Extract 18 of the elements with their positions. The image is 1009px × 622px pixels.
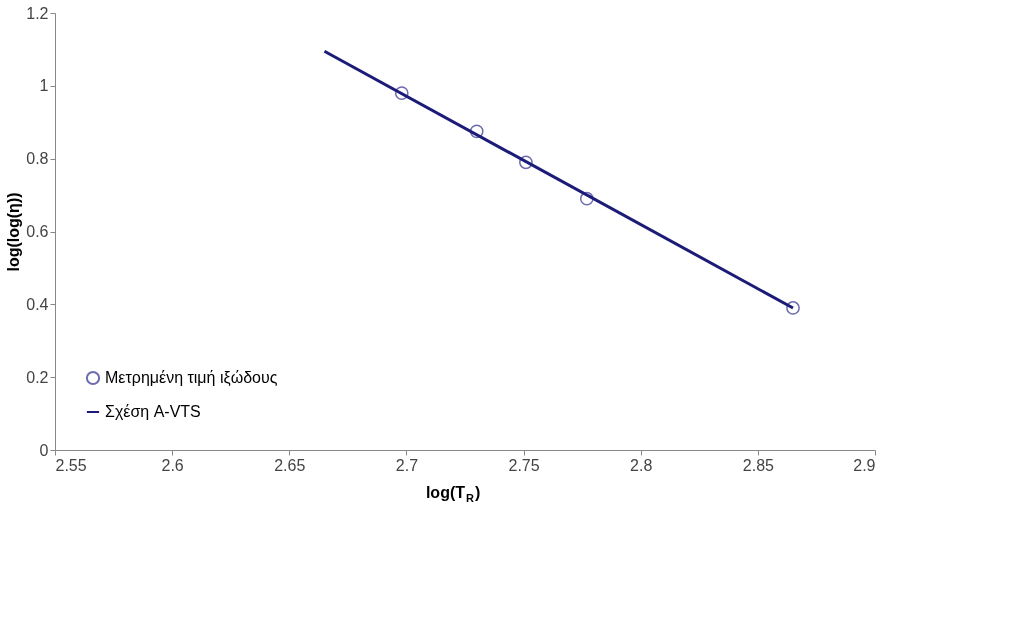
x-tick-label: 2.55 [55,456,87,474]
x-tick-label: 2.9 [853,456,876,474]
y-axis-title: log(log(η)) [5,192,23,272]
y-tick-label: 0 [39,441,49,459]
legend-label: Σχέση A-VTS [105,403,201,420]
x-tick-label: 2.6 [161,456,184,474]
y-tick-label: 0.2 [26,368,49,386]
y-tick-label: 0.4 [26,295,49,313]
y-tick-label: 0.8 [26,150,49,168]
x-tick-label: 2.7 [395,456,419,474]
x-tick-label: 2.75 [508,456,540,474]
y-tick-label: 1.2 [26,4,49,22]
x-tick-label: 2.8 [630,456,653,474]
x-tick-label: 2.65 [274,456,306,474]
x-tick-label: 2.85 [742,456,775,474]
legend-label: Μετρημένη τιμή ιξώδους [105,369,278,387]
y-tick-label: 1 [39,77,49,95]
y-tick-label: 0.6 [26,223,49,240]
